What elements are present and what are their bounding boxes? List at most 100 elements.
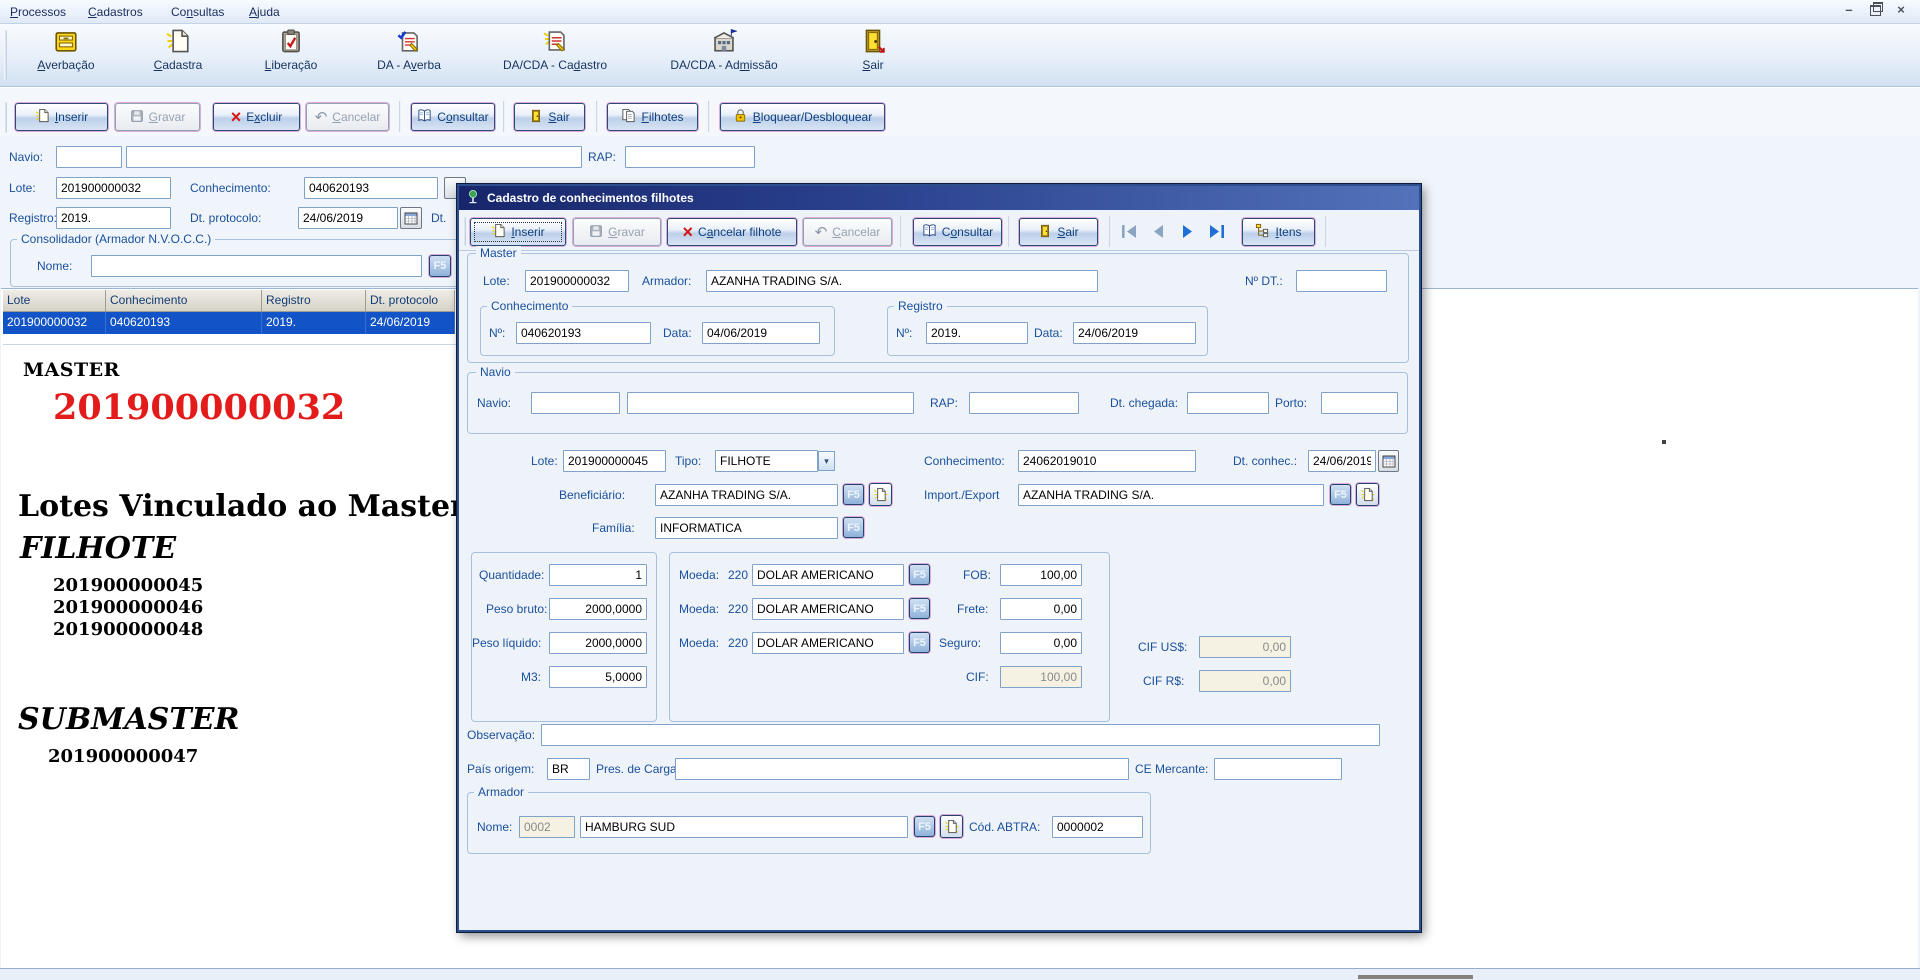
dt-conhec-input[interactable] [1308,450,1376,472]
cancelar-button[interactable]: ↶ Cancelar [306,103,389,131]
frete-input[interactable] [1000,598,1082,620]
armador-nome-input[interactable] [580,816,908,838]
registro-data-input[interactable] [1073,322,1196,344]
consultar-button[interactable]: Consultar [411,103,495,131]
seguro-input[interactable] [1000,632,1082,654]
last-record-icon[interactable] [1207,224,1227,240]
dialog-rap-input[interactable] [969,392,1079,414]
master-lote-input[interactable] [525,270,629,292]
dialog-itens-button[interactable]: Itens [1242,218,1315,246]
calendar-icon[interactable] [400,207,422,229]
import-export-input[interactable] [1018,484,1324,506]
toolbar-da-cda-admissao-button[interactable]: DA/CDA - Admissão [662,28,786,72]
grid-header-dt-protocolo[interactable]: Dt. protocolo [366,290,455,312]
master-ndt-input[interactable] [1296,270,1387,292]
toolbar-grip[interactable] [4,102,7,133]
toolbar-cadastra-button[interactable]: Cadastra [116,28,240,72]
quantidade-input[interactable] [549,564,647,586]
familia-input[interactable] [655,517,838,539]
master-armador-input[interactable] [706,270,1098,292]
m3-input[interactable] [549,666,647,688]
moeda-f5-button-3[interactable]: F5 [909,632,930,653]
cod-abtra-input[interactable] [1052,816,1143,838]
ce-mercante-input[interactable] [1214,758,1342,780]
new-record-icon[interactable] [940,815,963,838]
menu-processos[interactable]: Processos [10,5,67,19]
peso-bruto-input[interactable] [549,598,647,620]
inserir-button[interactable]: Inserir [15,103,108,131]
menu-consultas[interactable]: Consultas [171,5,225,19]
grid-cell-registro[interactable]: 2019. [262,312,366,334]
bloquear-desbloquear-button[interactable]: Bloquear/Desbloquear [720,103,885,131]
sair-button[interactable]: Sair [514,103,585,131]
dialog-inserir-button[interactable]: Inserir [470,218,566,246]
porto-input[interactable] [1321,392,1398,414]
armador-f5-button[interactable]: F5 [914,816,935,837]
moeda-f5-button-2[interactable]: F5 [909,598,930,619]
next-record-icon[interactable] [1179,224,1199,240]
previous-record-icon[interactable] [1149,224,1169,240]
new-record-icon[interactable] [1356,483,1379,506]
navio-name-input[interactable] [126,146,582,168]
grid-cell-conhecimento[interactable]: 040620193 [106,312,262,334]
moeda-input-3[interactable] [752,632,904,654]
excluir-button[interactable]: × Excluir [213,103,300,131]
consolidador-f5-button[interactable]: F5 [429,255,451,277]
moeda-f5-button-1[interactable]: F5 [909,564,930,585]
first-record-icon[interactable] [1121,224,1141,240]
grid-header-registro[interactable]: Registro [262,290,366,312]
gravar-button[interactable]: Gravar [115,103,200,131]
dialog-gravar-button[interactable]: Gravar [573,218,661,246]
navio-code-input[interactable] [56,146,122,168]
dialog-cancelar-button[interactable]: ↶ Cancelar [803,218,892,246]
grid-cell-dt-protocolo[interactable]: 24/06/2019 [366,312,455,334]
menu-cadastros[interactable]: Cadastros [88,5,143,19]
consolidador-nome-input[interactable] [91,255,422,277]
dialog-title-bar[interactable]: Cadastro de conhecimentos filhotes [459,186,1419,210]
moeda-input-2[interactable] [752,598,904,620]
toolbar-grip[interactable] [4,30,7,80]
new-record-icon[interactable] [869,483,892,506]
calendar-icon[interactable] [1378,450,1399,472]
familia-f5-button[interactable]: F5 [843,517,864,538]
lote-input[interactable] [56,177,171,199]
dt-chegada-input[interactable] [1187,392,1269,414]
toolbar-grip[interactable] [463,217,466,246]
fob-input[interactable] [1000,564,1082,586]
dialog-navio-code-input[interactable] [531,392,620,414]
conhecimento-data-input[interactable] [702,322,820,344]
conhecimento-input[interactable] [304,177,438,199]
dt-protocolo-input[interactable] [298,207,398,229]
detail-lote-input[interactable] [563,450,666,472]
dialog-consultar-button[interactable]: Consultar [913,218,1002,246]
registro-n-input[interactable] [926,322,1028,344]
import-export-f5-button[interactable]: F5 [1330,484,1351,505]
conhecimento-n-input[interactable] [516,322,651,344]
filhotes-button[interactable]: Filhotes [607,103,698,131]
pres-carga-input[interactable] [675,758,1129,780]
grid-header-conhecimento[interactable]: Conhecimento [106,290,262,312]
toolbar-sair-button[interactable]: Sair [811,28,935,72]
pais-origem-input[interactable] [547,758,590,780]
grid-header-lote[interactable]: Lote [3,290,106,312]
tipo-select[interactable] [715,450,818,472]
grid-cell-lote[interactable]: 201900000032 [3,312,106,334]
rap-input[interactable] [625,146,755,168]
lotes-grid[interactable]: Lote Conhecimento Registro Dt. protocolo… [3,290,473,345]
detail-conhecimento-input[interactable] [1018,450,1196,472]
observacao-input[interactable] [541,724,1380,746]
dialog-sair-button[interactable]: Sair [1019,218,1098,246]
minimize-icon[interactable]: – [1845,2,1853,17]
dialog-cancelar-filhote-button[interactable]: × Cancelar filhote [667,218,797,246]
menu-ajuda[interactable]: Ajuda [249,5,280,19]
peso-liquido-input[interactable] [549,632,647,654]
toolbar-averbacao-button[interactable]: Averbação [4,28,128,72]
dialog-navio-name-input[interactable] [627,392,914,414]
toolbar-liberacao-button[interactable]: Liberação [229,28,353,72]
beneficiario-input[interactable] [655,484,838,506]
restore-icon[interactable] [1864,2,1886,19]
moeda-input-1[interactable] [752,564,904,586]
toolbar-da-cda-cadastro-button[interactable]: DA/CDA - Cadastro [493,28,617,72]
close-icon[interactable]: × [1897,2,1905,17]
registro-input[interactable] [56,207,171,229]
